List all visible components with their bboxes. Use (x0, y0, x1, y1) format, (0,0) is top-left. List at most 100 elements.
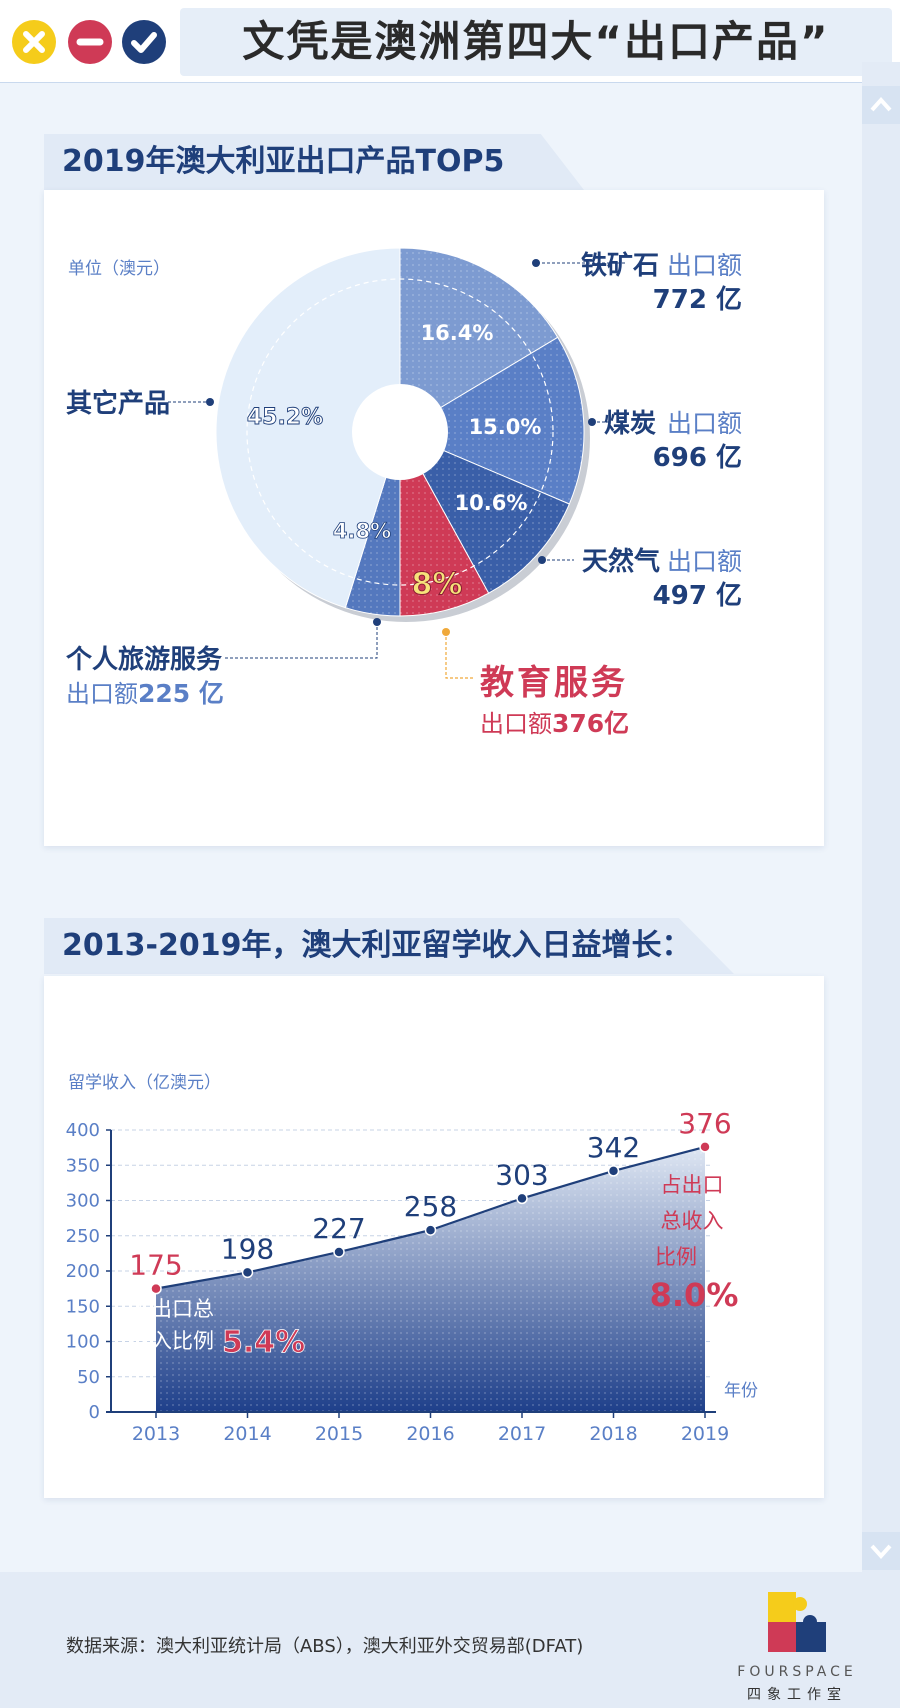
value-label-2019: 376 (678, 1107, 731, 1140)
pct-label-tourism: 4.8% (333, 519, 391, 543)
value-label-2015: 227 (312, 1212, 365, 1245)
x-tick-label-2017: 2017 (498, 1423, 546, 1445)
puzzle-logo-icon (768, 1592, 826, 1652)
pct-label-other: 45.2% (247, 405, 323, 430)
y-tick-label-250: 250 (66, 1226, 100, 1247)
chevron-down-icon (870, 1544, 892, 1559)
amount-label-gas: 出口额 (667, 547, 742, 576)
label-iron-ore: 铁矿石 (581, 250, 659, 281)
leader-dot-other (206, 398, 214, 406)
annotation-start-line2: 收入比例 (130, 1329, 214, 1353)
pie-center-hole (352, 384, 448, 480)
x-tick-label-2016: 2016 (406, 1423, 454, 1445)
data-point-2014 (241, 1266, 254, 1279)
leader-dot-education (442, 628, 450, 636)
pct-label-iron-ore: 16.4% (421, 321, 494, 345)
x-tick-label-2014: 2014 (223, 1423, 271, 1445)
value-label-2014: 198 (221, 1232, 274, 1265)
x-tick-label-2013: 2013 (132, 1423, 180, 1445)
scroll-down-button[interactable] (862, 1532, 900, 1570)
y-tick-label-300: 300 (66, 1191, 100, 1212)
amount-label-coal: 出口额 (667, 409, 742, 438)
checkmark-icon (131, 32, 157, 53)
value-labels: 175 198 227 258 303 342 376 (129, 1107, 731, 1282)
label-education: 教育服务 (480, 663, 628, 703)
value-label-2013: 175 (129, 1249, 182, 1282)
pct-label-coal: 15.0% (469, 415, 542, 439)
x-tick-label-2018: 2018 (589, 1423, 637, 1445)
area-chart-title: 2013-2019年，澳大利亚留学收入日益增长： (62, 928, 692, 963)
amount-label-iron-ore: 出口额 (667, 251, 742, 280)
title-box: 文凭是澳洲第四大“出口产品” (180, 8, 892, 76)
scroll-up-button[interactable] (862, 86, 900, 124)
confirm-button[interactable] (122, 20, 166, 64)
pie-chart-title: 2019年澳大利亚出口产品TOP5 (62, 144, 505, 179)
pie-slice-texture-2 (400, 432, 570, 594)
pct-label-gas: 10.6% (455, 491, 528, 515)
annotation-start-value: 5.4% (222, 1325, 305, 1360)
minimize-button[interactable] (68, 20, 112, 64)
leader-line-tourism (224, 622, 378, 659)
chevron-up-icon (870, 97, 892, 112)
amount-gas: 497 亿 (653, 581, 742, 611)
amount-tourism: 225 亿 (138, 679, 224, 708)
data-point-2018 (607, 1165, 620, 1177)
value-label-2017: 303 (495, 1158, 548, 1191)
amount-iron-ore: 772 亿 (653, 285, 742, 315)
page-title: 文凭是澳洲第四大“出口产品” (242, 17, 830, 66)
leader-dot-tourism (373, 618, 381, 626)
pie-slice-texture-1 (400, 337, 584, 505)
y-axis-title: 留学收入（亿澳元） (68, 1073, 221, 1093)
data-point-2015 (333, 1246, 345, 1258)
y-tick-label-50: 50 (77, 1367, 100, 1388)
data-points (150, 1141, 711, 1295)
leader-line-education (445, 632, 474, 679)
y-tick-label-350: 350 (66, 1155, 100, 1176)
y-tick-label-100: 100 (66, 1332, 100, 1353)
data-source: 数据来源：澳大利亚统计局（ABS），澳大利亚外交贸易部(DFAT) (66, 1636, 584, 1657)
annotation-start-line1: 占出口总 (130, 1297, 214, 1321)
label-coal: 煤炭 (604, 409, 656, 439)
scrollbar[interactable] (862, 62, 900, 1572)
x-tick-label-2019: 2019 (681, 1423, 729, 1445)
annotation-end-line3: 比例 (655, 1245, 697, 1269)
area-chart-card: 留学收入（亿澳元） 0 50 100 150 200 250 300 350 400 2013 2… (44, 976, 824, 1498)
x-tick-label-2015: 2015 (315, 1423, 363, 1445)
top-bar: 文凭是澳洲第四大“出口产品” (0, 0, 900, 83)
data-point-2019 (699, 1141, 711, 1153)
leader-dot-coal (588, 418, 596, 426)
data-point-2017 (516, 1192, 528, 1205)
x-ticks: 2013 2014 2015 2016 2017 2018 2019 (132, 1412, 729, 1445)
amount-label-education: 出口额 (480, 710, 552, 738)
y-tick-label-150: 150 (66, 1296, 100, 1317)
value-label-2018: 342 (587, 1131, 640, 1164)
pie-slice-texture-0 (400, 248, 558, 432)
foursquare-logo: FOURSPACE 四象工作室 (722, 1586, 872, 1706)
y-ticks: 0 50 100 150 200 250 300 350 400 (66, 1120, 111, 1423)
label-tourism: 个人旅游服务 (66, 645, 222, 675)
leader-dot-iron-ore (532, 259, 540, 267)
section-title-exports: 2019年澳大利亚出口产品TOP5 (44, 134, 584, 190)
label-gas: 天然气 (582, 546, 660, 577)
logo-subtext: 四象工作室 (747, 1687, 847, 1703)
footer: 数据来源：澳大利亚统计局（ABS），澳大利亚外交贸易部(DFAT) FOURSP… (0, 1572, 900, 1708)
annotation-end-value: 8.0% (650, 1276, 739, 1314)
close-button[interactable] (12, 20, 56, 64)
close-icon (23, 31, 45, 53)
y-tick-label-400: 400 (66, 1120, 100, 1141)
section-title-income: 2013-2019年，澳大利亚留学收入日益增长： (44, 918, 734, 974)
annotation-end-line1: 占出口 (661, 1173, 724, 1197)
pct-label-education: 8% (412, 567, 463, 602)
amount-coal: 696 亿 (653, 443, 742, 473)
y-tick-label-0: 0 (89, 1402, 100, 1423)
data-point-2016 (424, 1224, 437, 1236)
pie-slice-5 (215, 247, 401, 609)
minus-icon (76, 38, 104, 46)
pie-unit-label: 单位（澳元） (68, 259, 170, 279)
pie-dashed-ring (246, 278, 554, 586)
amount-label-tourism: 出口额 (66, 680, 138, 708)
logo-text: FOURSPACE (737, 1664, 857, 1680)
data-point-2013 (150, 1282, 162, 1295)
pie-chart: 单位（澳元） 16.4% 15.0% 10.6% 8% 4.8% 45.2% 铁… (66, 247, 742, 738)
